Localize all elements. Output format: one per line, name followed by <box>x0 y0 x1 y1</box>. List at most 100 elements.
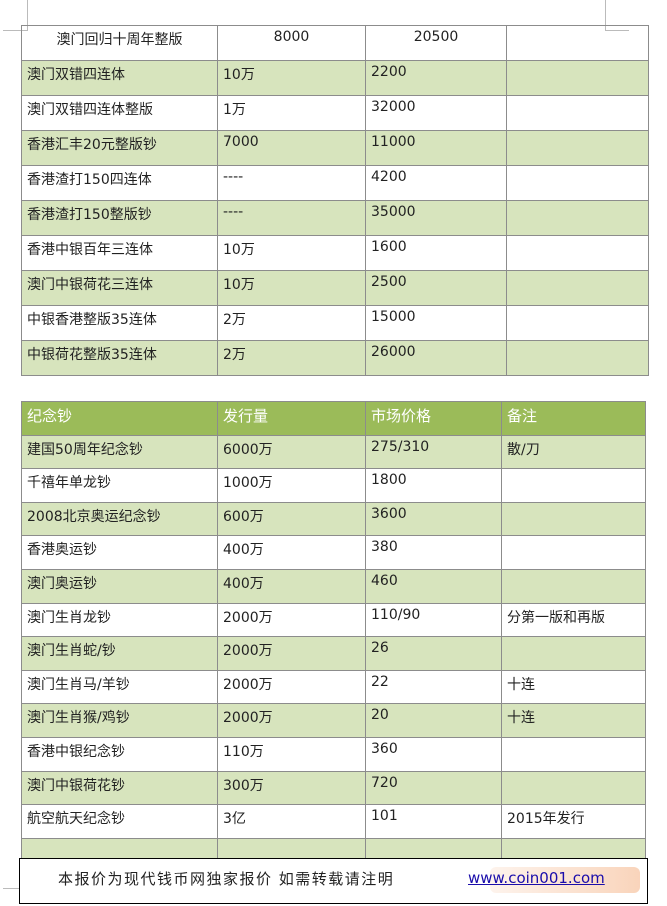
table-row: 澳门双错四连体 10万 2200 <box>21 60 649 96</box>
table-cell <box>506 130 649 166</box>
table-cell: 2万 <box>217 340 366 376</box>
page-corner-mark <box>3 888 19 889</box>
table-cell: 360 <box>365 736 502 772</box>
table-cell: 香港中银纪念钞 <box>21 736 218 772</box>
table-cell: 澳门奥运钞 <box>21 568 218 604</box>
table-cell: 101 <box>365 804 502 839</box>
table-cell: 110/90 <box>365 602 502 638</box>
table-cell <box>506 60 649 96</box>
table-cell: 香港中银百年三连体 <box>21 235 218 271</box>
table-cell: 2万 <box>217 305 366 341</box>
footer-notice-box: 本报价为现代钱币网独家报价 如需转载请注明 www.coin001.com <box>19 858 648 904</box>
table-row: 澳门生肖马/羊钞 2000万 22 十连 <box>21 669 646 705</box>
table-cell: 中银香港整版35连体 <box>21 305 218 341</box>
table-row: 澳门奥运钞 400万 460 <box>21 568 646 604</box>
table-row: 中银香港整版35连体 2万 15000 <box>21 305 649 341</box>
table-cell: 20500 <box>365 25 507 61</box>
table-cell: 35000 <box>365 200 507 236</box>
table-cell: 澳门回归十周年整版 <box>21 25 218 61</box>
table-cell: 2200 <box>365 60 507 96</box>
table-row: 澳门生肖猴/鸡钞 2000万 20 十连 <box>21 703 646 738</box>
table-cell: 32000 <box>365 95 507 131</box>
table-cell: 千禧年单龙钞 <box>21 468 218 503</box>
footer-notice: 本报价为现代钱币网独家报价 如需转载请注明 <box>58 870 395 888</box>
table-cell: 澳门双错四连体整版 <box>21 95 218 131</box>
table-cell: 澳门中银荷花三连体 <box>21 270 218 306</box>
table-row: 香港奥运钞 400万 380 <box>21 535 646 570</box>
table-cell <box>506 200 649 236</box>
table-cell: 澳门生肖马/羊钞 <box>21 669 218 705</box>
table-cell: 澳门生肖蛇/钞 <box>21 636 218 671</box>
page-corner-mark <box>605 0 606 31</box>
page-corner-mark <box>3 30 27 31</box>
table-row: 香港渣打150整版钞 ---- 35000 <box>21 200 649 236</box>
table-cell: 香港汇丰20元整版钞 <box>21 130 218 166</box>
table-row: 香港渣打150四连体 ---- 4200 <box>21 165 649 201</box>
table-cell: 400万 <box>217 568 366 604</box>
table-cell: 11000 <box>365 130 507 166</box>
table-cell <box>506 95 649 131</box>
table-cell: 10万 <box>217 235 366 271</box>
header-issue-volume: 发行量 <box>217 401 366 436</box>
table-cell: 8000 <box>217 25 366 61</box>
table-cell <box>501 568 646 604</box>
table-cell: 275/310 <box>365 434 502 470</box>
table-cell: 2500 <box>365 270 507 306</box>
table-cell: 香港渣打150整版钞 <box>21 200 218 236</box>
table-cell: 1万 <box>217 95 366 131</box>
table-cell: 1800 <box>365 468 502 503</box>
table-cell <box>501 636 646 671</box>
table-header-row: 纪念钞 发行量 市场价格 备注 <box>21 401 646 436</box>
table-cell: 澳门中银荷花钞 <box>21 770 218 806</box>
table-cell <box>501 535 646 570</box>
table-cell <box>506 270 649 306</box>
table-cell: 2000万 <box>217 669 366 705</box>
table-cell: 10万 <box>217 60 366 96</box>
watermark-logo <box>490 867 640 893</box>
table-row: 澳门生肖蛇/钞 2000万 26 <box>21 636 646 671</box>
table-cell: 澳门双错四连体 <box>21 60 218 96</box>
table-cell: 7000 <box>217 130 366 166</box>
table-cell: 460 <box>365 568 502 604</box>
table-cell: 26000 <box>365 340 507 376</box>
table-row: 澳门生肖龙钞 2000万 110/90 分第一版和再版 <box>21 602 646 638</box>
table-cell: 1600 <box>365 235 507 271</box>
table-cell: 散/刀 <box>501 434 646 470</box>
table-cell: 20 <box>365 703 502 738</box>
table-row: 香港中银百年三连体 10万 1600 <box>21 235 649 271</box>
table-cell: 10万 <box>217 270 366 306</box>
website-link[interactable]: www.coin001.com <box>468 869 605 887</box>
header-name: 纪念钞 <box>21 401 218 436</box>
table-cell: 3亿 <box>217 804 366 839</box>
table-cell: 26 <box>365 636 502 671</box>
price-table-1: 澳门回归十周年整版 8000 20500 澳门双错四连体 10万 2200 澳门双错四连体整… <box>21 25 649 376</box>
table-cell: 400万 <box>217 535 366 570</box>
table-cell: 3600 <box>365 501 502 537</box>
table-row: 香港汇丰20元整版钞 7000 11000 <box>21 130 649 166</box>
table-cell: 110万 <box>217 736 366 772</box>
table-cell: 香港奥运钞 <box>21 535 218 570</box>
table-row: 澳门中银荷花钞 300万 720 <box>21 770 646 806</box>
table-cell: 380 <box>365 535 502 570</box>
table-cell: ---- <box>217 165 366 201</box>
table-cell: 建国50周年纪念钞 <box>21 434 218 470</box>
table-cell <box>506 165 649 201</box>
header-remarks: 备注 <box>501 401 646 436</box>
table-cell: 2000万 <box>217 636 366 671</box>
table-cell: 4200 <box>365 165 507 201</box>
table-cell: 600万 <box>217 501 366 537</box>
table-cell: 中银荷花整版35连体 <box>21 340 218 376</box>
table-row: 中银荷花整版35连体 2万 26000 <box>21 340 649 376</box>
table-cell: 十连 <box>501 703 646 738</box>
table-cell <box>506 305 649 341</box>
table-cell <box>501 468 646 503</box>
table-cell: 22 <box>365 669 502 705</box>
table-cell <box>501 770 646 806</box>
table-cell: 1000万 <box>217 468 366 503</box>
table-cell: 6000万 <box>217 434 366 470</box>
table-cell: 2015年发行 <box>501 804 646 839</box>
table-cell: 300万 <box>217 770 366 806</box>
table-cell: 航空航天纪念钞 <box>21 804 218 839</box>
table-cell <box>506 340 649 376</box>
table-row: 澳门中银荷花三连体 10万 2500 <box>21 270 649 306</box>
